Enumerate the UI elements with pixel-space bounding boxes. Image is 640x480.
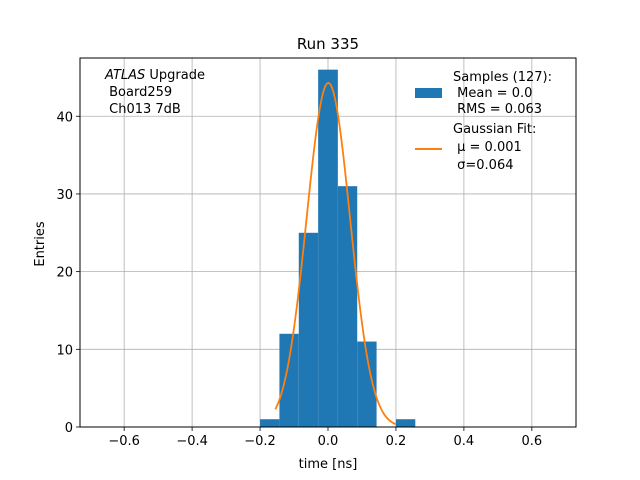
- y-tick-label: 20: [56, 266, 73, 281]
- histogram-bar: [260, 419, 280, 427]
- histogram-bar: [318, 69, 338, 427]
- gaussian-fit-line: [274, 81, 397, 426]
- x-tick-label: −0.6: [108, 434, 140, 449]
- x-tick-label: −0.2: [244, 434, 276, 449]
- histogram-bar: [395, 419, 416, 427]
- histogram-bar: [279, 333, 299, 427]
- legend-samples-line-3: RMS = 0.063: [453, 102, 542, 117]
- y-tick-label: 10: [56, 343, 73, 358]
- histogram-bar: [337, 186, 358, 427]
- legend-fit-line-3: σ=0.064: [453, 158, 513, 173]
- y-tick-label: 30: [56, 188, 73, 203]
- annotation-upgrade: Upgrade: [145, 68, 205, 83]
- y-axis-label: Entries: [33, 221, 48, 267]
- y-tick-label: 0: [65, 421, 73, 436]
- legend-samples-swatch: [415, 88, 442, 98]
- gaussian-fit: [274, 81, 397, 426]
- x-tick-label: 0.2: [386, 434, 407, 449]
- x-tick-label: 0.6: [521, 434, 542, 449]
- legend-fit-line-1: Gaussian Fit:: [453, 122, 536, 137]
- annotation-line-3: Ch013 7dB: [105, 102, 181, 117]
- legend: Samples (127): Mean = 0.0 RMS = 0.063 Ga…: [415, 70, 552, 173]
- y-tick-label: 40: [56, 110, 73, 125]
- x-tick-label: 0.0: [318, 434, 339, 449]
- annotation-line-2: Board259: [105, 85, 172, 100]
- legend-samples-line-2: Mean = 0.0: [453, 86, 532, 101]
- legend-fit-line-2: μ = 0.001: [453, 140, 522, 155]
- annotation-line-1: ATLAS Upgrade: [104, 68, 205, 83]
- histogram-bar: [357, 341, 377, 427]
- annotation-atlas: ATLAS: [104, 68, 145, 83]
- chart-title: Run 335: [297, 35, 359, 53]
- x-tick-label: 0.4: [454, 434, 475, 449]
- histogram-bar: [298, 232, 319, 427]
- legend-samples-line-1: Samples (127):: [453, 70, 552, 85]
- x-tick-label: −0.4: [176, 434, 208, 449]
- annotation: ATLAS Upgrade Board259 Ch013 7dB: [104, 68, 205, 117]
- axis-ticks: −0.6 −0.4 −0.2 0.0 0.2 0.4 0.6 0 10 20 30 40: [56, 110, 542, 449]
- x-axis-label: time [ns]: [299, 457, 358, 472]
